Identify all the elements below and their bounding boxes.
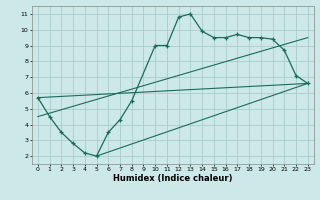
X-axis label: Humidex (Indice chaleur): Humidex (Indice chaleur): [113, 174, 233, 183]
